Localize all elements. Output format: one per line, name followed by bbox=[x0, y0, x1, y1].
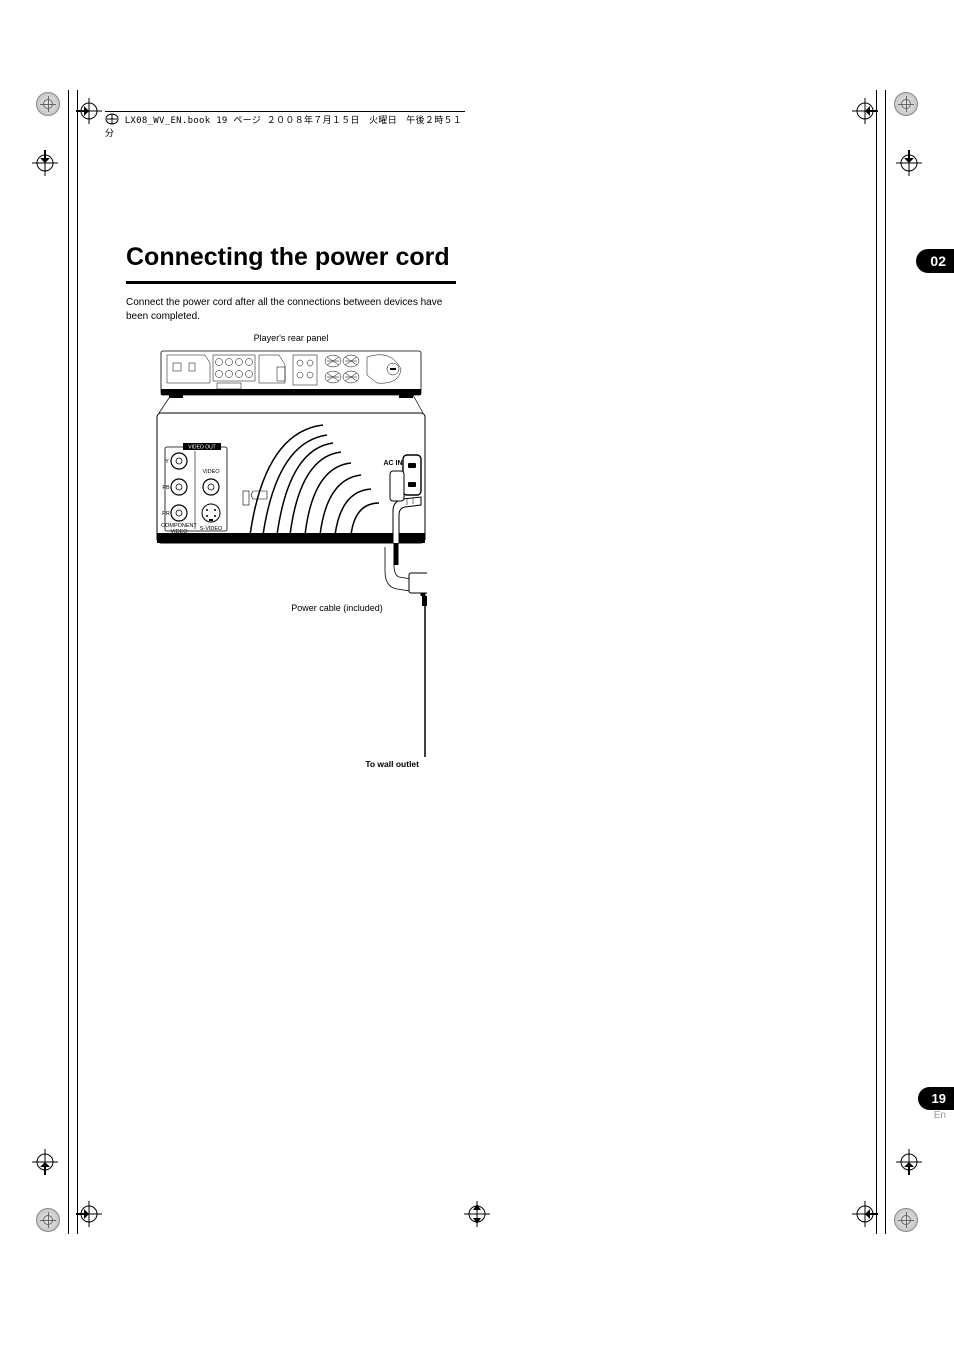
page-tab: 19 bbox=[918, 1087, 954, 1110]
crop-rule bbox=[68, 90, 78, 1234]
lang-label: En bbox=[934, 1110, 946, 1121]
label-y: Y bbox=[165, 459, 169, 465]
label-pr: PR bbox=[162, 511, 170, 517]
center-cross bbox=[464, 1201, 490, 1227]
reg-mark-br bbox=[894, 1208, 918, 1232]
title-rule bbox=[126, 281, 456, 284]
reg-mark-tr bbox=[894, 92, 918, 116]
book-header: LX08_WV_EN.book 19 ページ ２００８年７月１５日 火曜日 午後… bbox=[105, 111, 465, 139]
page-title: Connecting the power cord bbox=[126, 243, 456, 271]
cross-mark bbox=[32, 150, 58, 176]
power-cord bbox=[385, 543, 427, 757]
label-component2: VIDEO bbox=[170, 529, 188, 535]
rear-panel-caption: Player's rear panel bbox=[126, 333, 456, 343]
cross-mark bbox=[32, 1149, 58, 1175]
label-pb: PB bbox=[162, 485, 170, 491]
content-column: Connecting the power cord Connect the po… bbox=[126, 243, 456, 772]
label-ac-in: AC IN bbox=[383, 460, 402, 467]
book-header-text: LX08_WV_EN.book 19 ページ ２００８年７月１５日 火曜日 午後… bbox=[105, 116, 462, 139]
cross-mark bbox=[76, 1201, 102, 1227]
label-video: VIDEO bbox=[202, 469, 220, 475]
label-svideo: S-VIDEO bbox=[200, 526, 223, 532]
rear-panel-small bbox=[161, 351, 421, 398]
rear-panel-large: VIDEO OUT Y PB PR COMPONENT VIDEO VIDEO bbox=[157, 413, 425, 543]
cross-mark bbox=[896, 150, 922, 176]
reg-mark-bl bbox=[36, 1208, 60, 1232]
reg-mark-tl bbox=[36, 92, 60, 116]
connection-diagram: VIDEO OUT Y PB PR COMPONENT VIDEO VIDEO bbox=[155, 347, 427, 772]
label-to-wall: To wall outlet bbox=[365, 759, 419, 767]
power-plug bbox=[390, 471, 421, 543]
cross-mark bbox=[852, 98, 878, 124]
cross-mark bbox=[852, 1201, 878, 1227]
label-power-cable: Power cable (included) bbox=[291, 603, 383, 613]
body-paragraph: Connect the power cord after all the con… bbox=[126, 296, 456, 323]
cross-mark bbox=[896, 1149, 922, 1175]
crop-rule bbox=[876, 90, 886, 1234]
label-video-out: VIDEO OUT bbox=[188, 445, 216, 451]
chapter-tab: 02 bbox=[916, 249, 954, 273]
cross-mark bbox=[76, 98, 102, 124]
